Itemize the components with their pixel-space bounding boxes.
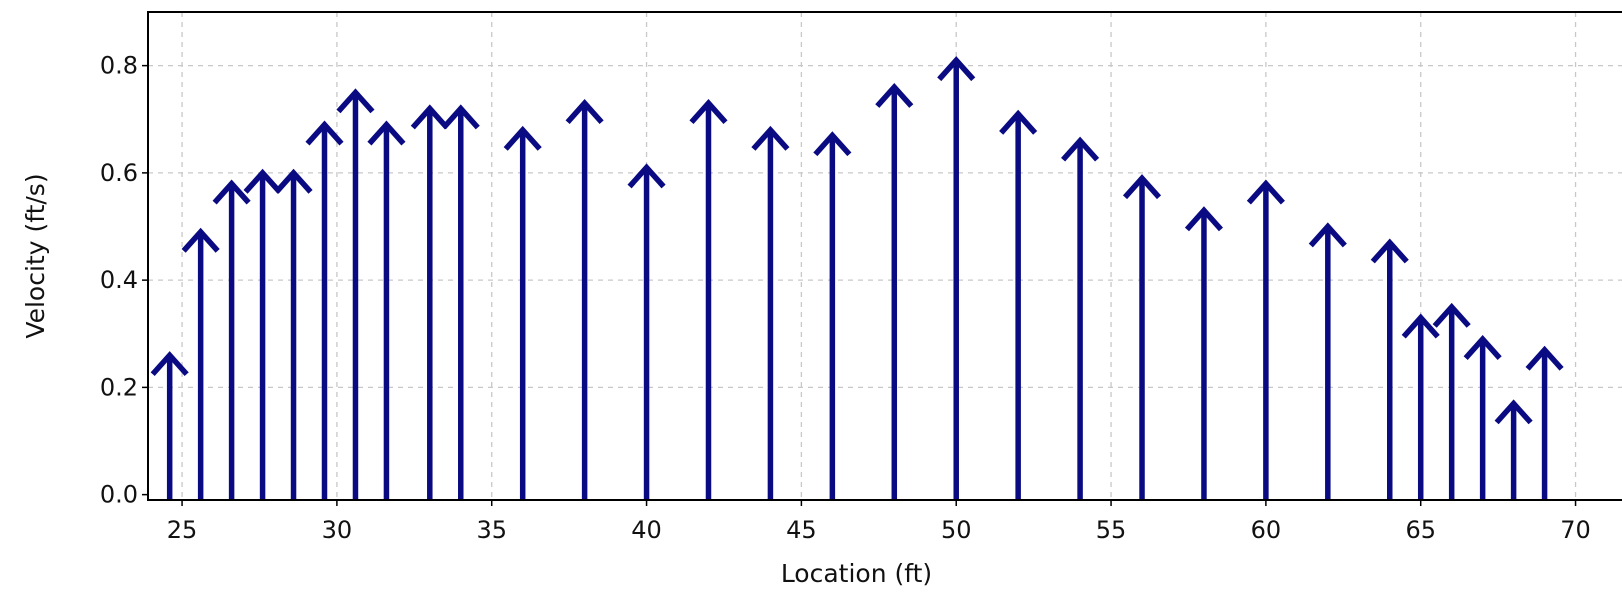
x-axis-title: Location (ft): [781, 559, 932, 588]
velocity-arrow: [1370, 238, 1409, 500]
arrow-head: [813, 131, 852, 157]
arrow-head: [565, 99, 604, 124]
velocity-arrow: [813, 131, 852, 500]
x-tick-label: 25: [167, 516, 198, 544]
velocity-arrow: [565, 99, 604, 500]
arrow-head: [1308, 222, 1347, 248]
arrow-head: [212, 179, 251, 205]
arrow-head: [410, 104, 449, 130]
arrow-head: [999, 109, 1038, 135]
velocity-arrow: [1525, 345, 1564, 500]
arrow-head: [503, 125, 542, 151]
velocity-arrow: [181, 227, 220, 500]
velocity-arrow: [1463, 334, 1502, 500]
velocity-arrow: [1494, 399, 1533, 500]
arrow-head: [1184, 206, 1224, 232]
velocity-arrow: [1246, 179, 1285, 500]
velocity-arrow: [937, 56, 976, 500]
velocity-arrow: [305, 120, 344, 500]
arrow-head: [274, 168, 313, 194]
velocity-arrow: [999, 109, 1038, 500]
plot-frame: [147, 11, 1622, 501]
velocity-arrow: [243, 168, 282, 500]
y-tick-label: 0.0: [100, 481, 138, 509]
arrow-head: [336, 88, 375, 114]
velocity-arrow: [367, 120, 406, 500]
arrow-head: [689, 99, 728, 124]
x-tick-label: 55: [1096, 516, 1127, 544]
velocity-arrow: [627, 163, 666, 500]
x-tick-label: 70: [1560, 516, 1591, 544]
y-tick-label: 0.6: [100, 159, 138, 187]
arrow-head: [150, 351, 189, 377]
y-tick-label: 0.8: [100, 52, 138, 80]
x-tick-label: 60: [1251, 516, 1282, 544]
arrow-head: [181, 227, 220, 253]
velocity-arrow: [1184, 206, 1224, 500]
arrow-head: [1246, 179, 1285, 205]
arrow-head: [1525, 345, 1564, 371]
arrow-head: [1370, 238, 1409, 264]
velocity-arrow: [150, 351, 189, 500]
velocity-arrow: [274, 168, 313, 500]
arrow-head: [1122, 174, 1162, 200]
y-tick-label: 0.2: [100, 373, 138, 401]
velocity-arrow: [1401, 313, 1440, 500]
velocity-arrow: [1432, 302, 1471, 500]
velocity-arrow: [1122, 174, 1162, 500]
arrow-head: [1061, 136, 1100, 162]
velocity-arrow: [1061, 136, 1100, 500]
velocity-arrow: [751, 125, 790, 500]
y-axis-title: Velocity (ft/s): [21, 173, 50, 338]
arrow-head: [875, 82, 914, 108]
arrow-head: [305, 120, 344, 146]
arrow-head: [441, 104, 480, 130]
axis-ticks: 25 30 35 40 45 50 55 60 65 70 0.0 0.2 0.4 0.6 0.8: [100, 52, 1591, 544]
x-tick-label: 30: [322, 516, 353, 544]
arrow-head: [1463, 334, 1502, 360]
arrow-head: [243, 168, 282, 194]
velocity-arrow: [503, 125, 542, 500]
arrow-head: [937, 56, 976, 82]
x-tick-label: 45: [786, 516, 817, 544]
x-tick-label: 65: [1405, 516, 1436, 544]
velocity-arrow: [441, 104, 480, 500]
velocity-arrow: [875, 82, 914, 500]
arrow-head: [1401, 313, 1440, 339]
x-tick-label: 35: [476, 516, 507, 544]
velocity-arrow: [336, 88, 375, 500]
velocity-arrow: [1308, 222, 1347, 500]
velocity-arrow: [689, 99, 728, 500]
arrow-head: [1494, 399, 1533, 425]
velocity-arrow: [212, 179, 251, 500]
y-tick-label: 0.4: [100, 266, 138, 294]
x-tick-label: 40: [631, 516, 662, 544]
x-tick-label: 50: [941, 516, 972, 544]
velocity-arrows: [150, 56, 1564, 500]
arrow-head: [367, 120, 406, 146]
arrow-head: [751, 125, 790, 151]
velocity-arrow: [410, 104, 449, 500]
arrow-head: [627, 163, 666, 189]
arrow-head: [1432, 302, 1471, 328]
